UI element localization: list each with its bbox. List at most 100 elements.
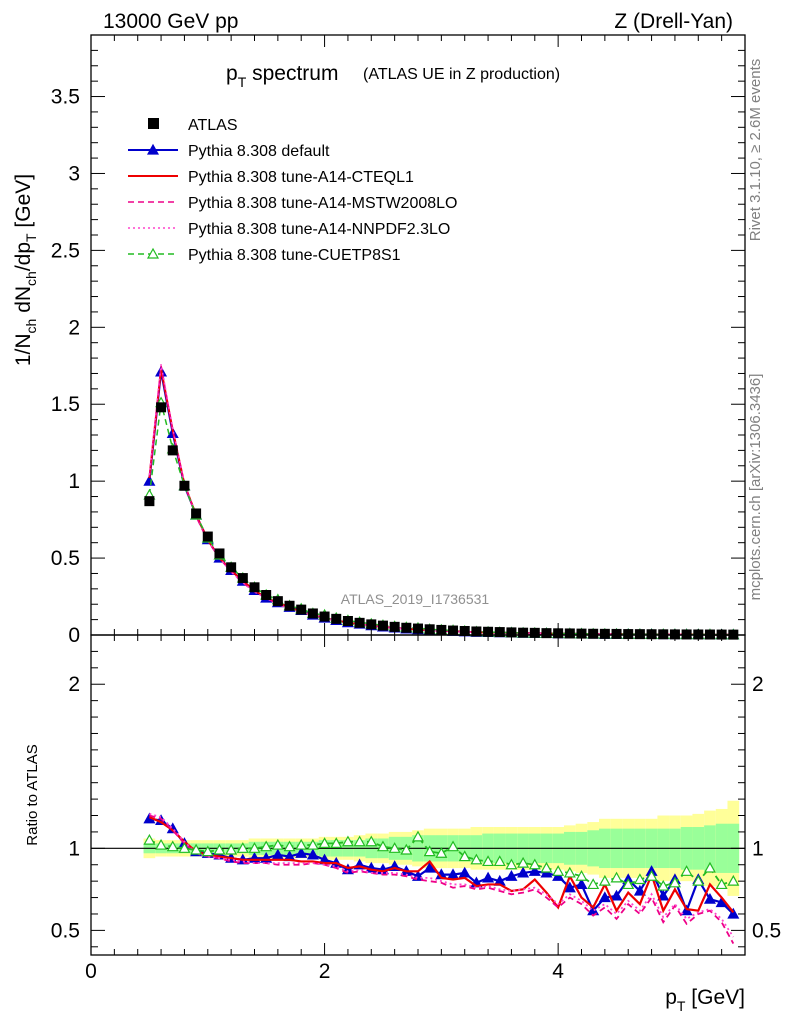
ratio-marker-4: [225, 843, 238, 855]
ratio-marker-4: [353, 835, 366, 847]
x-tick-label: 0: [85, 960, 97, 983]
ratio-y-tick-label-left: 0.5: [51, 919, 80, 942]
ratio-marker-0: [423, 861, 436, 873]
ratio-marker-4: [341, 835, 354, 847]
plot-title: pT spectrum: [226, 62, 338, 90]
ratio-marker-4: [166, 840, 179, 852]
atlas-data-point: [377, 620, 388, 631]
atlas-data-point: [366, 619, 377, 630]
atlas-data-point: [541, 628, 552, 639]
atlas-data-point: [518, 627, 529, 638]
ratio-marker-4: [295, 838, 308, 850]
ratio-marker-4: [260, 840, 273, 852]
ratio-marker-4: [727, 874, 740, 886]
ratio-marker-4: [248, 842, 261, 853]
ratio-y-tick-label-left: 2: [68, 673, 80, 696]
plot-title-main: p: [226, 62, 238, 85]
atlas-data-point: [214, 548, 225, 559]
ratio-marker-4: [447, 840, 460, 852]
ratio-marker-4: [528, 858, 541, 870]
ratio-y-tick-label-right: 1: [752, 837, 764, 860]
legend-marker-1: [146, 143, 160, 155]
legend-label-0: ATLAS: [188, 117, 238, 134]
ratio-marker-0: [505, 869, 518, 881]
plot-title-paren: (ATLAS UE in Z production): [363, 66, 560, 83]
ratio-marker-4: [283, 840, 296, 852]
ratio-marker-4: [201, 845, 214, 857]
legend-label-5: Pythia 8.308 tune-CUETP8S1: [188, 247, 401, 264]
plot-title-sub: T: [238, 74, 247, 90]
ratio-marker-4: [587, 878, 600, 890]
atlas-data-point: [471, 626, 482, 637]
ratio-marker-4: [482, 855, 495, 867]
ratio-marker-0: [575, 878, 588, 890]
upper-y-tick-label: 3: [68, 162, 80, 185]
ratio-marker-4: [318, 837, 331, 849]
atlas-data-point: [202, 531, 213, 542]
ratio-marker-4: [190, 843, 203, 855]
ratio-marker-4: [575, 869, 588, 881]
atlas-data-point: [494, 627, 505, 638]
ratio-line-2: [149, 814, 735, 944]
ratio-marker-4: [505, 858, 518, 870]
rivet-label: Rivet 3.1.10, ≥ 2.6M events: [747, 59, 764, 242]
ratio-marker-4: [435, 847, 448, 858]
ratio-marker-4: [552, 865, 565, 876]
atlas-data-point: [144, 496, 155, 507]
ratio-marker-4: [411, 830, 425, 842]
ratio-marker-4: [517, 856, 530, 868]
atlas-data-point: [261, 590, 272, 600]
atlas-data-point: [354, 617, 365, 628]
ratio-marker-4: [633, 873, 646, 885]
atlas-data-point: [424, 624, 435, 635]
atlas-data-point: [156, 402, 167, 413]
ratio-marker-4: [493, 855, 506, 867]
header-left: 13000 GeV pp: [103, 10, 238, 33]
ratio-marker-0: [517, 866, 530, 878]
atlas-data-point: [331, 613, 342, 624]
upper-y-tick-label: 1: [68, 470, 80, 493]
header-right: Z (Drell-Yan): [614, 10, 733, 33]
ratio-marker-4: [376, 840, 389, 852]
atlas-data-point: [191, 508, 202, 519]
atlas-data-point: [307, 608, 318, 619]
ratio-marker-0: [657, 889, 670, 901]
plot-title-rest: spectrum: [246, 62, 338, 85]
upper-ylabel: 1/Nch dNch/dpT [GeV]: [12, 174, 39, 366]
ratio-marker-4: [330, 837, 343, 849]
ratio-y-tick-label-right: 0.5: [752, 919, 781, 942]
ratio-marker-0: [295, 847, 308, 858]
ratio-marker-4: [610, 871, 623, 883]
ratio-marker-4: [715, 878, 728, 890]
ratio-marker-0: [528, 865, 541, 876]
ratio-marker-4: [645, 869, 658, 881]
ratio-marker-0: [306, 848, 319, 860]
atlas-data-point: [564, 628, 575, 639]
upper-y-tick-label: 2.5: [51, 239, 80, 262]
upper-y-tick-label: 0.5: [51, 547, 80, 570]
ratio-marker-0: [610, 889, 623, 901]
atlas-data-point: [284, 600, 295, 611]
ratio-line-1: [148, 816, 735, 914]
ratio-marker-4: [271, 838, 284, 850]
ratio-marker-4: [400, 843, 413, 855]
ratio-marker-0: [482, 871, 495, 883]
ratio-marker-4: [563, 866, 576, 878]
upper-y-tick-label: 3.5: [51, 86, 80, 109]
atlas-data-point: [342, 616, 353, 626]
atlas-data-point: [401, 622, 412, 633]
mcplots-label: mcplots.cern.ch [arXiv:1306.3436]: [747, 374, 764, 601]
ratio-marker-4: [306, 838, 319, 850]
atlas-data-point: [167, 445, 178, 456]
ratio-marker-4: [540, 861, 553, 873]
ratio-marker-0: [598, 891, 611, 903]
ratio-marker-0: [727, 907, 740, 919]
ratio-marker-4: [680, 865, 693, 876]
lower-panel-frame: [90, 634, 746, 956]
ratio-marker-4: [155, 838, 168, 850]
atlas-data-point: [319, 611, 330, 622]
x-axis-label: pT [GeV]: [665, 986, 745, 1014]
ratio-marker-4: [388, 842, 401, 853]
ratio-marker-0: [633, 884, 646, 896]
